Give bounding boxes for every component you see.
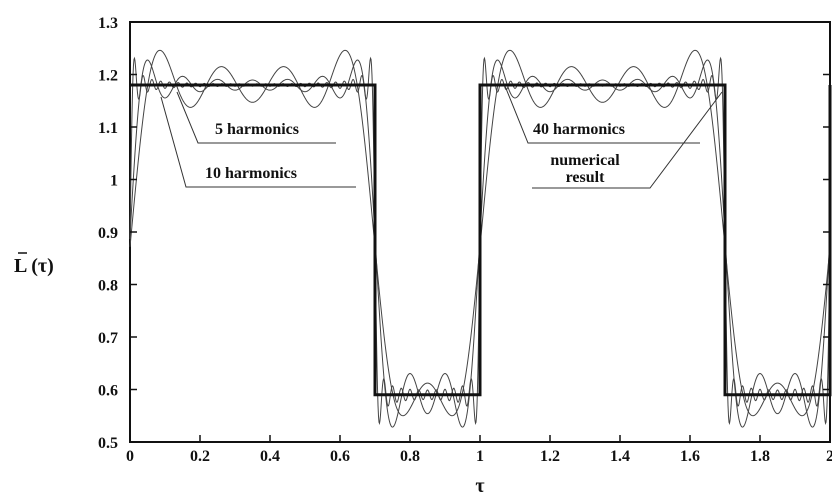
annotation-leader-5-harmonics	[176, 91, 336, 144]
x-tick-label: 0.6	[330, 448, 350, 465]
x-axis-ticks: 0 0.2 0.4 0.6 0.8 1 1.2 1.4 1.6 1.8 2	[126, 435, 832, 465]
y-tick-label: 0.9	[98, 225, 118, 242]
y-tick-label: 0.7	[98, 330, 118, 347]
x-tick-label: 1.6	[680, 448, 700, 465]
series-numerical-result-line	[130, 83, 832, 397]
x-tick-label: 2	[826, 448, 832, 465]
x-tick-label: 1	[476, 448, 484, 465]
x-tick-label: 1.4	[610, 448, 630, 465]
x-tick-label: 0	[126, 448, 134, 465]
annotation-leader-10-harmonics	[160, 96, 356, 188]
y-tick-label: 0.8	[98, 278, 118, 295]
x-axis-label: τ	[475, 475, 484, 497]
annotation-5-harmonics: 5 harmonics	[215, 121, 299, 138]
annotation-leader-numerical-result	[532, 91, 723, 189]
annotation-numerical: numerical	[550, 152, 620, 169]
x-tick-label: 0.8	[400, 448, 420, 465]
y-tick-label: 1.3	[98, 15, 118, 32]
annotation-result: result	[566, 169, 605, 186]
annotation-10-harmonics: 10 harmonics	[205, 165, 297, 182]
y-tick-label: 0.6	[98, 383, 118, 400]
x-tick-label: 0.2	[190, 448, 210, 465]
y-tick-label: 0.5	[98, 435, 118, 452]
y-axis-label: L (τ)	[14, 255, 54, 277]
series-group	[129, 49, 832, 428]
y-tick-label: 1.1	[98, 120, 118, 137]
x-tick-label: 0.4	[260, 448, 280, 465]
y-axis-ticks: 0.5 0.6 0.7 0.8 0.9 1 1.1 1.2 1.3	[98, 15, 830, 452]
x-tick-label: 1.2	[540, 448, 560, 465]
annotation-leaders	[160, 85, 723, 189]
x-tick-label: 1.8	[750, 448, 770, 465]
y-tick-label: 1.2	[98, 68, 118, 85]
y-tick-label: 1	[110, 173, 118, 190]
annotation-40-harmonics: 40 harmonics	[533, 121, 625, 138]
annotation-leader-40-harmonics	[504, 85, 700, 144]
